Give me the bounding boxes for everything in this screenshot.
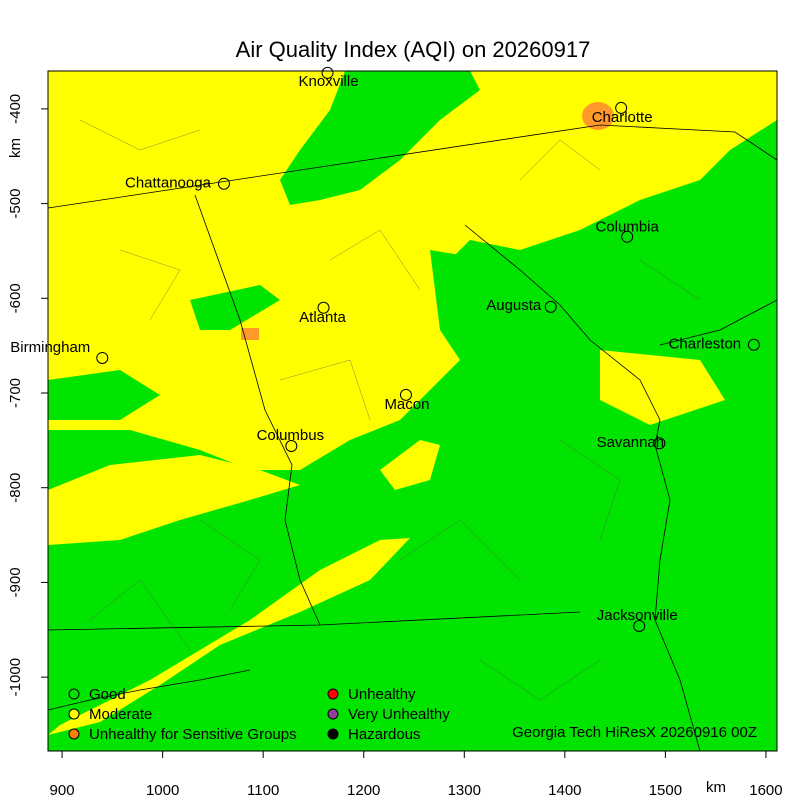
city-label: Augusta [486, 297, 542, 314]
x-tick-label: 1600 [749, 782, 782, 799]
city-label: Atlanta [299, 309, 346, 326]
y-tick-label: -800 [7, 473, 24, 503]
x-tick-label: 1200 [347, 782, 380, 799]
city-marker [399, 388, 412, 401]
legend-swatch [327, 728, 339, 740]
moderate-area [48, 455, 300, 545]
city-label: Savannah [597, 434, 665, 451]
city-label: Charleston [669, 336, 742, 353]
good-area [190, 285, 280, 330]
legend-label: Very Unhealthy [348, 706, 450, 723]
city-label: Macon [384, 396, 429, 413]
x-tick-label: 900 [50, 782, 75, 799]
y-tick-label: -600 [7, 283, 24, 313]
city-marker [621, 230, 634, 243]
x-tick-label: 1400 [548, 782, 581, 799]
city-marker [285, 440, 298, 453]
city-label: Chattanooga [125, 175, 212, 192]
x-axis-label: km [706, 779, 726, 796]
city-marker [747, 338, 760, 351]
city-label: Birmingham [10, 339, 90, 356]
city-label: Knoxville [299, 73, 359, 90]
legend-swatch [68, 688, 80, 700]
moderate-area [600, 350, 725, 425]
credit: Georgia Tech HiResX 20260916 00Z [512, 724, 757, 741]
city-label: Jacksonville [597, 607, 678, 624]
city-marker [321, 66, 334, 79]
legend-swatch [327, 708, 339, 720]
legend-swatch [68, 708, 80, 720]
x-tick-label: 1300 [448, 782, 481, 799]
city-marker [615, 101, 628, 114]
y-tick-label: -900 [7, 567, 24, 597]
city-marker [544, 300, 557, 313]
usg-area [582, 102, 614, 130]
legend-swatch [327, 688, 339, 700]
x-tick-label: 1100 [247, 782, 279, 799]
good-area [48, 370, 160, 420]
city-marker [317, 301, 330, 314]
county-lines [79, 119, 701, 701]
y-axis-label: km [7, 138, 24, 158]
city-label: Columbus [257, 427, 325, 444]
x-tick-label: 1500 [649, 782, 682, 799]
moderate-area [380, 440, 440, 490]
usg-area [241, 328, 259, 340]
legend-label: Good [89, 686, 126, 703]
legend-label: Unhealthy for Sensitive Groups [89, 726, 297, 743]
city-marker [96, 351, 109, 364]
city-marker [653, 437, 666, 450]
y-tick-label: -400 [7, 94, 24, 124]
map-title: Air Quality Index (AQI) on 20260917 [236, 37, 591, 62]
moderate-area [48, 538, 410, 735]
y-tick-label: -1000 [7, 658, 24, 696]
legend-label: Unhealthy [348, 686, 416, 703]
good-area [430, 250, 600, 375]
y-tick-label: -500 [7, 189, 24, 219]
city-marker [217, 177, 230, 190]
city-label: Charlotte [592, 109, 653, 126]
good-area [280, 71, 480, 205]
aqi-field [48, 71, 777, 751]
moderate-area [48, 71, 777, 470]
city-marker [633, 619, 646, 632]
x-tick-label: 1000 [146, 782, 179, 799]
legend-label: Hazardous [348, 726, 421, 743]
legend-label: Moderate [89, 706, 152, 723]
state-borders [48, 124, 777, 751]
legend-swatch [68, 728, 80, 740]
y-tick-label: -700 [7, 378, 24, 408]
city-label: Columbia [595, 219, 659, 236]
plot-frame [47, 70, 778, 752]
